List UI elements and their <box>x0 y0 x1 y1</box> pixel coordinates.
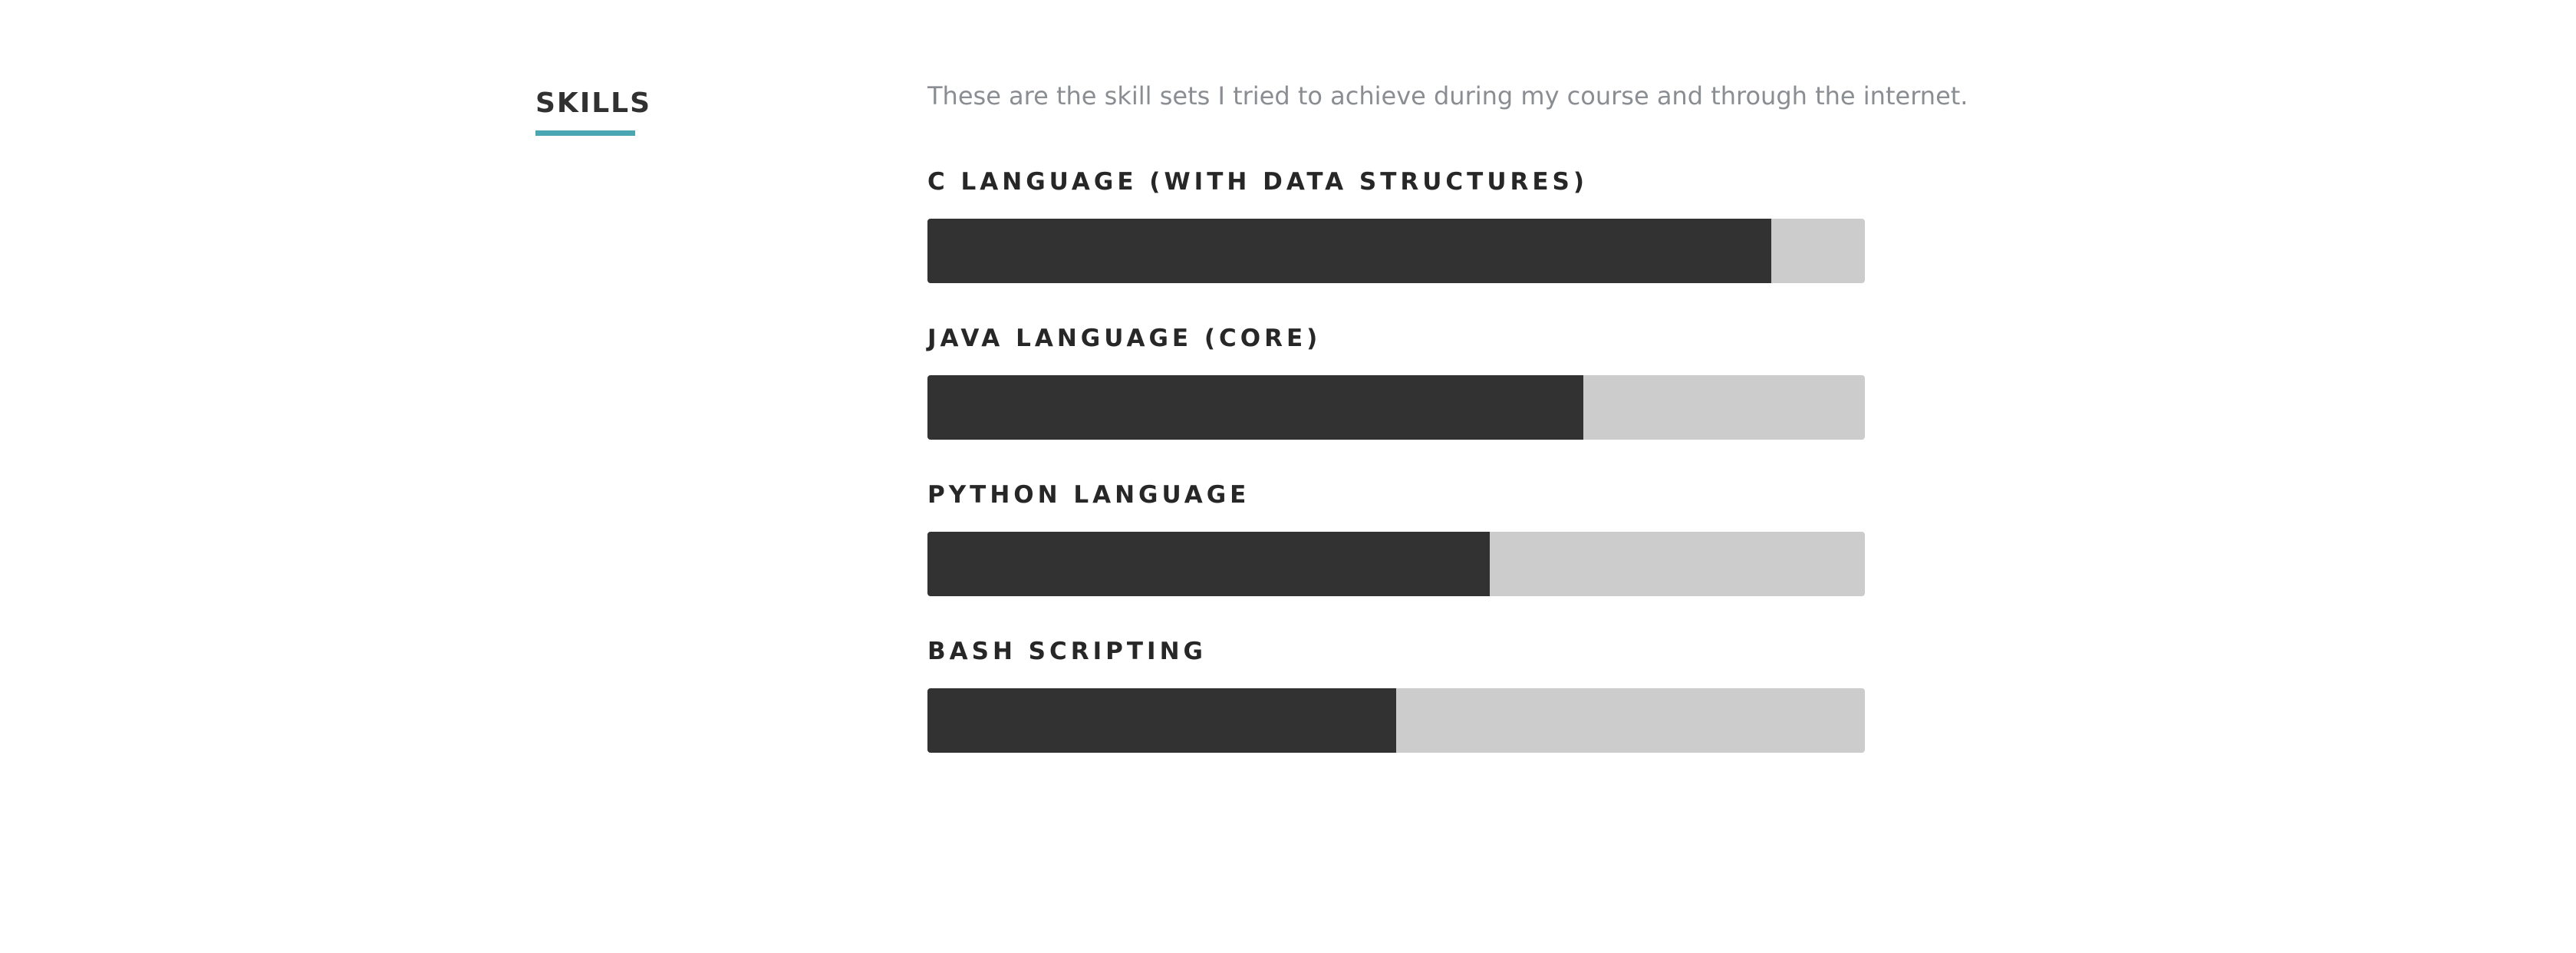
skill-progress-bar <box>927 532 1865 596</box>
skill-item-c-language: C LANGUAGE (WITH DATA STRUCTURES) <box>927 163 1865 309</box>
skill-label: BASH SCRIPTING <box>927 638 1207 665</box>
skill-progress-bar <box>927 375 1865 440</box>
skill-item-python-language: PYTHON LANGUAGE <box>927 476 1865 622</box>
skill-item-bash-scripting: BASH SCRIPTING <box>927 633 1865 779</box>
skill-progress-fill <box>927 375 1584 440</box>
skill-label: C LANGUAGE (WITH DATA STRUCTURES) <box>927 168 1589 196</box>
skill-progress-fill <box>927 219 1771 283</box>
section-title-underline <box>535 130 635 136</box>
skill-progress-fill <box>927 532 1491 596</box>
skill-progress-bar <box>927 688 1865 753</box>
skills-intro-text: These are the skill sets I tried to achi… <box>927 81 1968 110</box>
section-title: SKILLS <box>535 87 652 119</box>
skill-progress-fill <box>927 688 1396 753</box>
skill-progress-bar <box>927 219 1865 283</box>
skill-label: PYTHON LANGUAGE <box>927 481 1250 509</box>
skill-item-java-language: JAVA LANGUAGE (CORE) <box>927 320 1865 466</box>
skill-label: JAVA LANGUAGE (CORE) <box>927 325 1322 352</box>
